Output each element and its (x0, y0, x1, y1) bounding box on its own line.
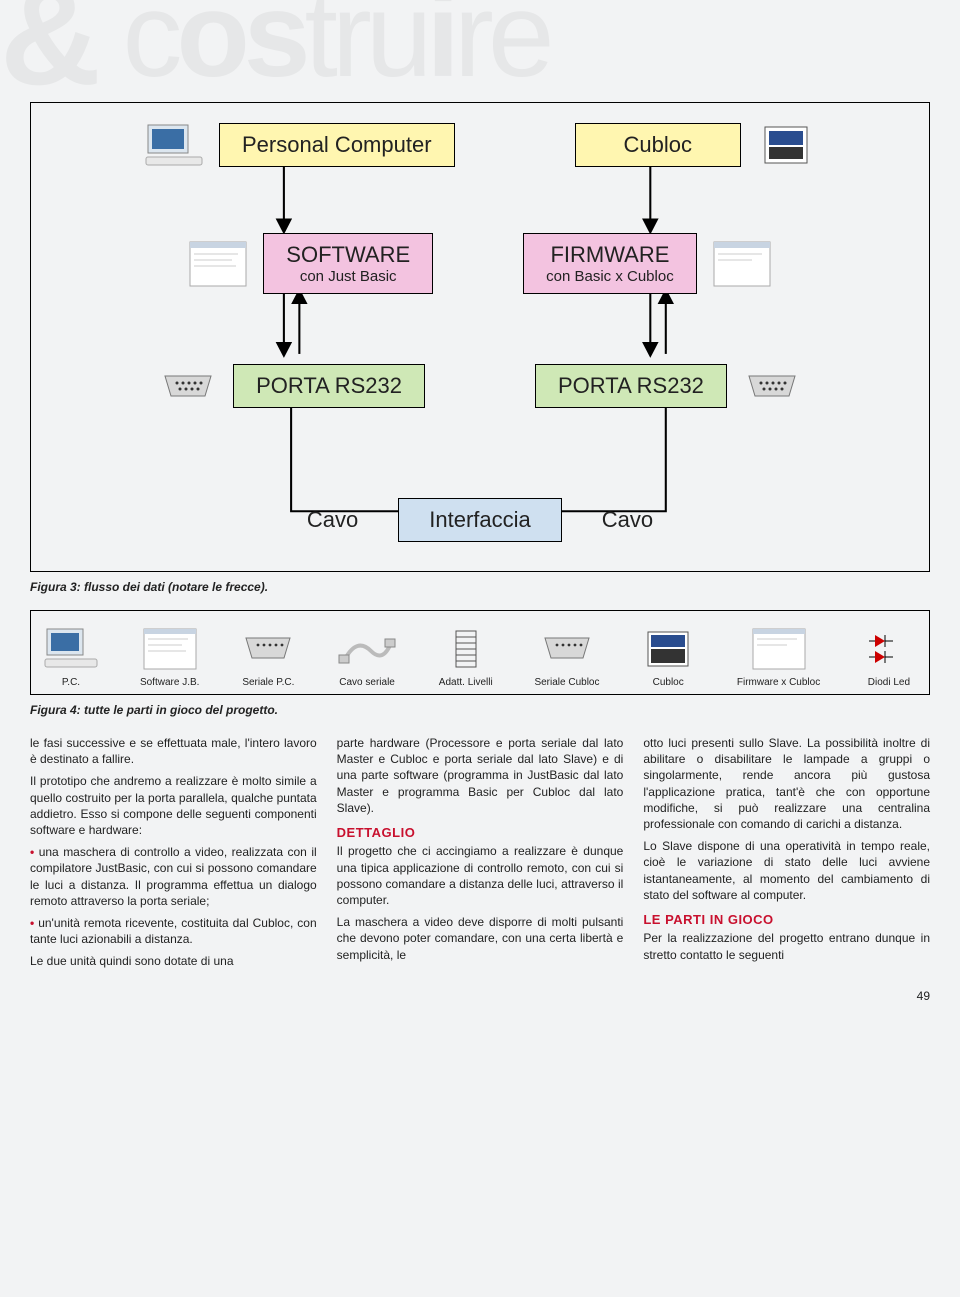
fig4-item-pc: P.C. (41, 625, 101, 688)
body-p: Il prototipo che andremo a realizzare è … (30, 773, 317, 838)
body-p: otto luci presenti sullo Slave. La possi… (643, 735, 930, 832)
fig4-item-adattatore: Adatt. Livelli (436, 625, 496, 688)
fig4-item-diodi: Diodi Led (859, 625, 919, 688)
fig4-item-cavo: Cavo seriale (337, 625, 397, 688)
body-p: parte hardware (Processore e porta seria… (337, 735, 624, 816)
page-number: 49 (30, 989, 930, 1003)
figure-4-row: P.C. Software J.B. Seriale P.C. Cavo ser… (30, 610, 930, 695)
node-porta-rs232-left: PORTA RS232 (233, 364, 425, 408)
window-icon-left (183, 236, 253, 291)
label-cavo-left: Cavo (307, 507, 358, 533)
pc-icon (139, 117, 209, 172)
heading-parti-in-gioco: LE PARTI IN GIOCO (643, 911, 930, 929)
figure-3-caption: Figura 3: flusso dei dati (notare le fre… (30, 580, 930, 594)
label-cavo-right: Cavo (602, 507, 653, 533)
body-bullet: una maschera di controllo a video, reali… (30, 844, 317, 909)
node-software: SOFTWARE con Just Basic (263, 233, 433, 294)
body-p: le fasi successive e se effettuata male,… (30, 735, 317, 767)
heading-dettaglio: DETTAGLIO (337, 824, 624, 842)
node-interfaccia: Interfaccia (398, 498, 562, 542)
body-p: La maschera a video deve disporre di mol… (337, 914, 624, 963)
body-p: Lo Slave dispone di una operatività in t… (643, 838, 930, 903)
body-p: Per la realizzazione del progetto entran… (643, 930, 930, 962)
fig4-item-firmware: Firmware x Cubloc (737, 625, 820, 688)
node-firmware: FIRMWARE con Basic x Cubloc (523, 233, 697, 294)
column-3: otto luci presenti sullo Slave. La possi… (643, 735, 930, 975)
article-body: le fasi successive e se effettuata male,… (30, 735, 930, 975)
node-porta-rs232-right: PORTA RS232 (535, 364, 727, 408)
body-p: Il progetto che ci accingiamo a realizza… (337, 843, 624, 908)
chip-icon-top (751, 117, 821, 172)
fig4-item-cubloc: Cubloc (638, 625, 698, 688)
body-p: Le due unità quindi sono dotate di una (30, 953, 317, 969)
masthead-title: & costruire (0, 0, 930, 92)
figure-3-diagram: Personal Computer Cubloc SOFTWARE con Ju… (30, 102, 930, 572)
serial-port-icon-left (153, 358, 223, 413)
column-2: parte hardware (Processore e porta seria… (337, 735, 624, 975)
fig4-item-seriale-cubloc: Seriale Cubloc (534, 625, 599, 688)
window-icon-right (707, 236, 777, 291)
serial-port-icon-right (737, 358, 807, 413)
figure-4-caption: Figura 4: tutte le parti in gioco del pr… (30, 703, 930, 717)
node-cubloc: Cubloc (575, 123, 741, 167)
fig4-item-software: Software J.B. (140, 625, 200, 688)
body-bullet: un'unità remota ricevente, costituita da… (30, 915, 317, 947)
node-personal-computer: Personal Computer (219, 123, 455, 167)
column-1: le fasi successive e se effettuata male,… (30, 735, 317, 975)
fig4-item-seriale-pc: Seriale P.C. (238, 625, 298, 688)
